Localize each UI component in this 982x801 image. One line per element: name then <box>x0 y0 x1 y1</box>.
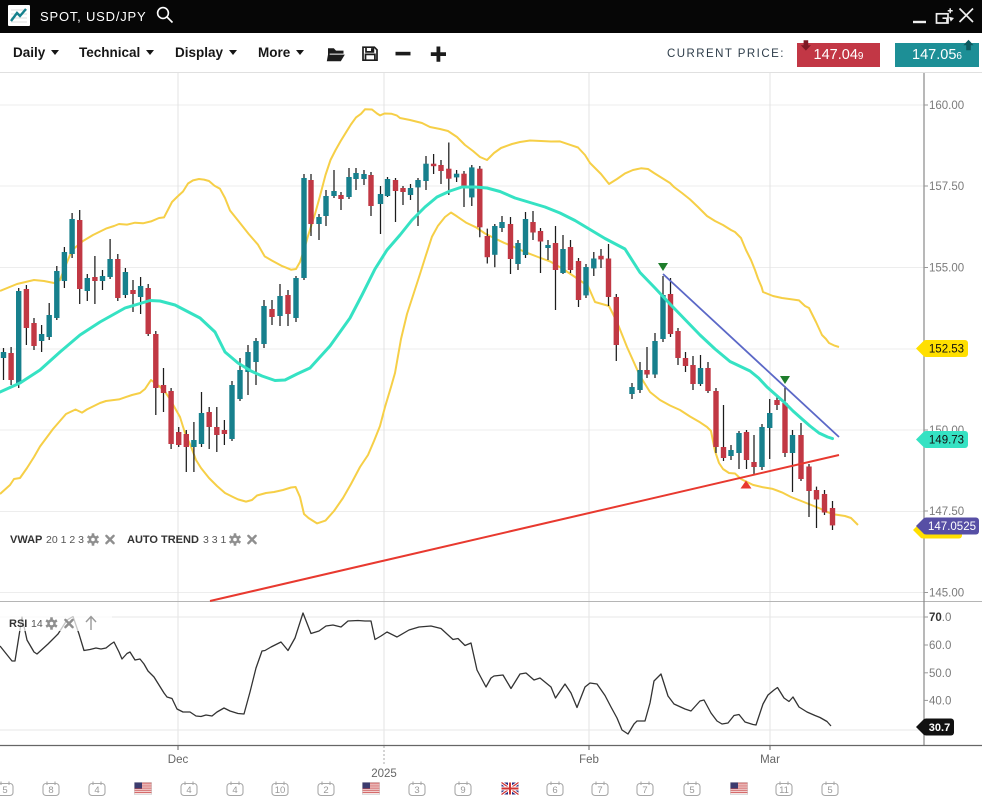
svg-text:7: 7 <box>642 785 647 796</box>
svg-text:4: 4 <box>94 785 99 796</box>
svg-text:3 3 1: 3 3 1 <box>203 534 227 546</box>
svg-text:149.73: 149.73 <box>929 435 964 447</box>
svg-text:160.00: 160.00 <box>929 100 964 112</box>
svg-text:60.0: 60.0 <box>929 640 951 652</box>
svg-text:Dec: Dec <box>168 754 189 766</box>
svg-text:Mar: Mar <box>760 754 780 766</box>
svg-text:10: 10 <box>275 785 286 796</box>
svg-text:5: 5 <box>689 785 694 796</box>
svg-text:9: 9 <box>460 785 465 796</box>
svg-text:VWAP: VWAP <box>10 534 42 546</box>
svg-text:8: 8 <box>48 785 53 796</box>
svg-text:RSI: RSI <box>9 618 27 630</box>
svg-text:14: 14 <box>31 618 43 630</box>
svg-text:145.00: 145.00 <box>929 588 964 600</box>
svg-text:2025: 2025 <box>371 768 397 780</box>
svg-text:157.50: 157.50 <box>929 181 964 193</box>
svg-text:4: 4 <box>186 785 191 796</box>
svg-text:3: 3 <box>414 785 419 796</box>
svg-text:5: 5 <box>2 785 7 796</box>
svg-text:30.7: 30.7 <box>929 722 950 734</box>
svg-text:4: 4 <box>232 785 237 796</box>
svg-text:6: 6 <box>552 785 557 796</box>
svg-text:155.00: 155.00 <box>929 263 964 275</box>
svg-text:20 1 2 3: 20 1 2 3 <box>46 534 84 546</box>
svg-text:70.0: 70.0 <box>929 612 951 624</box>
svg-text:152.53: 152.53 <box>929 344 964 356</box>
svg-text:7: 7 <box>597 785 602 796</box>
svg-text:147.50: 147.50 <box>929 506 964 518</box>
svg-text:Feb: Feb <box>579 754 599 766</box>
svg-text:40.0: 40.0 <box>929 695 951 707</box>
svg-text:2: 2 <box>323 785 328 796</box>
svg-text:50.0: 50.0 <box>929 668 951 680</box>
svg-text:11: 11 <box>779 785 789 796</box>
svg-text:AUTO TREND: AUTO TREND <box>127 534 199 546</box>
svg-text:147.0525: 147.0525 <box>928 521 976 533</box>
svg-text:5: 5 <box>827 785 832 796</box>
